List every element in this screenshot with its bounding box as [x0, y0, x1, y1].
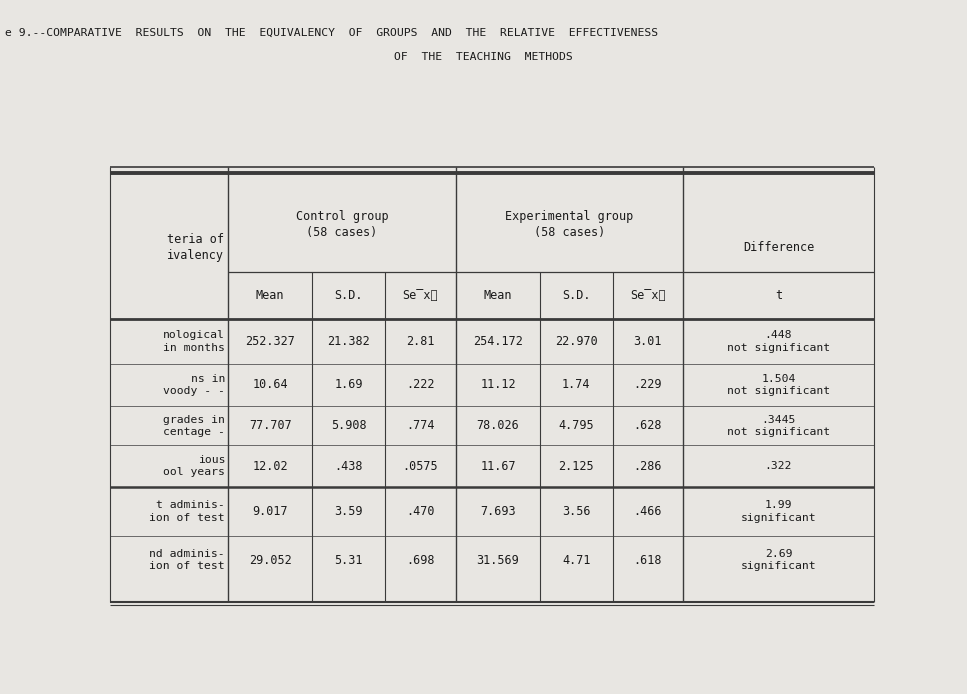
Text: 2.69
significant: 2.69 significant [741, 549, 816, 571]
Text: .438: .438 [335, 459, 363, 473]
Text: 4.71: 4.71 [562, 554, 591, 567]
Text: 2.125: 2.125 [559, 459, 594, 473]
Text: 9.017: 9.017 [252, 505, 288, 518]
Text: 3.59: 3.59 [335, 505, 363, 518]
Text: ious
ool years: ious ool years [163, 455, 225, 477]
Text: 29.052: 29.052 [249, 554, 291, 567]
Text: Mean: Mean [256, 289, 284, 303]
Text: Se̅xᴇ: Se̅xᴇ [630, 289, 665, 303]
Text: ns in
voody - -: ns in voody - - [163, 374, 225, 396]
Text: S.D.: S.D. [562, 289, 591, 303]
Text: t adminis-
ion of test: t adminis- ion of test [150, 500, 225, 523]
Text: .448
not significant: .448 not significant [727, 330, 830, 353]
Text: .286: .286 [633, 459, 662, 473]
Text: 22.970: 22.970 [555, 335, 598, 348]
Text: Experimental group
(58 cases): Experimental group (58 cases) [506, 210, 633, 239]
Text: 11.67: 11.67 [481, 459, 515, 473]
Text: nological
in months: nological in months [163, 330, 225, 353]
Text: 77.707: 77.707 [249, 419, 291, 432]
Text: 5.908: 5.908 [331, 419, 366, 432]
Text: 3.56: 3.56 [562, 505, 591, 518]
Text: 1.74: 1.74 [562, 378, 591, 391]
Text: .222: .222 [406, 378, 434, 391]
Text: 4.795: 4.795 [559, 419, 594, 432]
Text: .774: .774 [406, 419, 434, 432]
Text: OF  THE  TEACHING  METHODS: OF THE TEACHING METHODS [395, 52, 572, 62]
Text: teria of
ivalency: teria of ivalency [167, 233, 224, 262]
Text: 3.01: 3.01 [633, 335, 662, 348]
Text: grades in
centage -: grades in centage - [163, 414, 225, 437]
Text: 254.172: 254.172 [473, 335, 523, 348]
Text: 11.12: 11.12 [481, 378, 515, 391]
Text: Difference: Difference [743, 242, 814, 255]
Text: 12.02: 12.02 [252, 459, 288, 473]
Text: 5.31: 5.31 [335, 554, 363, 567]
Text: Control group
(58 cases): Control group (58 cases) [296, 210, 389, 239]
Text: 78.026: 78.026 [477, 419, 519, 432]
Text: 1.69: 1.69 [335, 378, 363, 391]
Text: Mean: Mean [484, 289, 513, 303]
Text: .0575: .0575 [402, 459, 438, 473]
Text: 1.99
significant: 1.99 significant [741, 500, 816, 523]
Text: .698: .698 [406, 554, 434, 567]
Text: 7.693: 7.693 [481, 505, 515, 518]
Text: 21.382: 21.382 [327, 335, 370, 348]
Text: 252.327: 252.327 [246, 335, 295, 348]
Text: .628: .628 [633, 419, 662, 432]
Text: .466: .466 [633, 505, 662, 518]
Text: 31.569: 31.569 [477, 554, 519, 567]
Text: Se̅xᴄ: Se̅xᴄ [402, 289, 438, 303]
Text: S.D.: S.D. [335, 289, 363, 303]
Text: 2.81: 2.81 [406, 335, 434, 348]
Text: nd adminis-
ion of test: nd adminis- ion of test [150, 549, 225, 571]
Text: .618: .618 [633, 554, 662, 567]
Text: .470: .470 [406, 505, 434, 518]
Text: .3445
not significant: .3445 not significant [727, 414, 830, 437]
Text: 10.64: 10.64 [252, 378, 288, 391]
Text: t: t [775, 289, 782, 303]
Text: .229: .229 [633, 378, 662, 391]
Text: e 9.--COMPARATIVE  RESULTS  ON  THE  EQUIVALENCY  OF  GROUPS  AND  THE  RELATIVE: e 9.--COMPARATIVE RESULTS ON THE EQUIVAL… [5, 28, 658, 37]
Text: .322: .322 [765, 461, 792, 471]
Text: 1.504
not significant: 1.504 not significant [727, 374, 830, 396]
